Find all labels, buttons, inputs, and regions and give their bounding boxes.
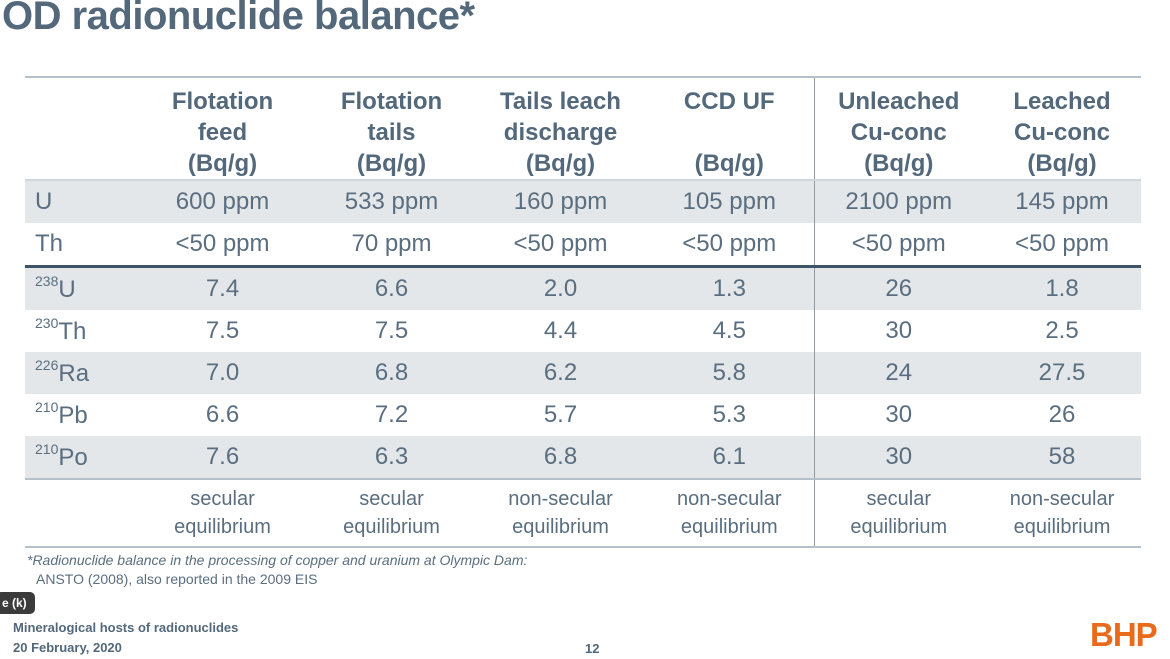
- element-symbol: U: [58, 275, 76, 303]
- table-cell: 160 ppm: [476, 180, 645, 223]
- table-cell: 6.8: [307, 352, 476, 394]
- table-row: Th <50 ppm 70 ppm <50 ppm <50 ppm <50 pp…: [25, 223, 1141, 268]
- table-cell: 30: [885, 317, 913, 344]
- presentation-date: 20 February, 2020: [13, 640, 122, 655]
- table-cell: 24: [814, 352, 983, 394]
- column-header: Leached Cu-conc (Bq/g): [983, 77, 1141, 181]
- column-header: CCD UF (Bq/g): [645, 77, 815, 181]
- table-header-row: Flotation feed (Bq/g) Flotation tails (Bq/g)…: [25, 77, 1141, 181]
- row-label: Th: [25, 223, 138, 268]
- equilibrium-row: secular equilibrium secular equilibrium no…: [25, 478, 1141, 548]
- element-symbol: Ra: [58, 359, 90, 387]
- row-label: 226Ra: [25, 352, 138, 394]
- table-cell: 7.2: [374, 401, 409, 428]
- tooltip: e (k): [0, 592, 35, 614]
- table-cell: 7.0: [138, 352, 307, 394]
- table-row: 210Pb 6.6 7.2 5.7 5.3 30 26: [25, 394, 1141, 436]
- row-label: 230Th: [25, 310, 138, 352]
- table-cell: <50 ppm: [983, 223, 1141, 268]
- table-cell: 6.6: [205, 401, 240, 428]
- table-cell: <50 ppm: [814, 223, 983, 268]
- table-cell: 6.3: [307, 436, 476, 479]
- table-cell: 7.5: [374, 317, 409, 344]
- table-cell: <50 ppm: [138, 223, 307, 268]
- table-cell: 600 ppm: [138, 180, 307, 223]
- column-header: Tails leach discharge (Bq/g): [476, 77, 645, 181]
- row-label: 238U: [25, 266, 138, 310]
- radionuclide-balance-table: Flotation feed (Bq/g) Flotation tails (Bq/g)…: [25, 76, 1141, 548]
- equilibrium-note: secular equilibrium: [814, 478, 983, 548]
- table-row: 210Po 7.6 6.3 6.8 6.1 30 58: [25, 436, 1141, 479]
- table-cell: 5.7: [543, 401, 578, 428]
- table-cell: 2100 ppm: [814, 180, 983, 223]
- table-cell: 7.5: [205, 317, 240, 344]
- table-cell: 6.6: [307, 266, 476, 310]
- header-corner: [25, 77, 138, 181]
- table-row: 238U 7.4 6.6 2.0 1.3 26 1.8: [25, 266, 1141, 310]
- equilibrium-note: secular equilibrium: [307, 478, 476, 548]
- table-cell: <50 ppm: [645, 223, 815, 268]
- equilibrium-note: secular equilibrium: [138, 478, 307, 548]
- mass-number: 238: [35, 272, 59, 289]
- table-row: 226Ra 7.0 6.8 6.2 5.8 24 27.5: [25, 352, 1141, 394]
- column-header: Flotation feed (Bq/g): [138, 77, 307, 181]
- table-cell: 26: [814, 266, 983, 310]
- table-cell: 5.3: [645, 394, 815, 436]
- table-cell: 7.6: [138, 436, 307, 479]
- table-row: 230Th 7.5 7.5 4.4 4.5 30 2.5: [25, 310, 1141, 352]
- mass-number: 226: [35, 356, 59, 373]
- element-symbol: Po: [58, 443, 88, 471]
- table-cell: 6.8: [476, 436, 645, 479]
- presentation-title: Mineralogical hosts of radionuclides: [13, 620, 239, 635]
- footnote: *Radionuclide balance in the processing …: [27, 552, 528, 568]
- mass-number: 210: [35, 440, 59, 457]
- table-cell: 2.0: [476, 266, 645, 310]
- table-cell: 533 ppm: [307, 180, 476, 223]
- table-cell: 4.5: [645, 310, 815, 352]
- table-cell: 30: [814, 436, 983, 479]
- table-cell: 26: [1048, 401, 1076, 428]
- row-label: U: [25, 180, 138, 223]
- row-label: 210Pb: [25, 394, 138, 436]
- table-cell: 5.8: [645, 352, 815, 394]
- bhp-logo: BHP: [1090, 616, 1158, 653]
- footnote-source: ANSTO (2008), also reported in the 2009 …: [36, 571, 318, 587]
- mass-number: 230: [35, 314, 59, 331]
- table-cell: 6.2: [476, 352, 645, 394]
- table-cell: 1.3: [645, 266, 815, 310]
- table-cell: 1.8: [983, 266, 1141, 310]
- mass-number: 210: [35, 398, 59, 415]
- table-cell: 70 ppm: [307, 223, 476, 268]
- row-label: 210Po: [25, 436, 138, 479]
- table-cell: <50 ppm: [476, 223, 645, 268]
- table-cell: 105 ppm: [645, 180, 815, 223]
- slide-title: OD radionuclide balance*: [2, 0, 475, 38]
- table-cell: 6.1: [645, 436, 815, 479]
- column-header: Flotation tails (Bq/g): [307, 77, 476, 181]
- table-row: U 600 ppm 533 ppm 160 ppm 105 ppm 2100 p…: [25, 180, 1141, 223]
- equilibrium-note: non-secular equilibrium: [983, 478, 1141, 548]
- element-symbol: Th: [58, 317, 87, 345]
- page-number: 12: [585, 641, 600, 656]
- table-cell: 145 ppm: [983, 180, 1141, 223]
- equilibrium-note: non-secular equilibrium: [645, 478, 815, 548]
- element-symbol: Pb: [58, 401, 88, 429]
- row-label: [25, 478, 138, 548]
- column-header: Unleached Cu-conc (Bq/g): [814, 77, 983, 181]
- table-cell: 30: [885, 401, 913, 428]
- equilibrium-note: non-secular equilibrium: [476, 478, 645, 548]
- table-cell: 2.5: [1045, 317, 1079, 344]
- table-cell: 7.4: [138, 266, 307, 310]
- table-cell: 4.4: [543, 317, 578, 344]
- table-cell: 58: [983, 436, 1141, 479]
- table-cell: 27.5: [983, 352, 1141, 394]
